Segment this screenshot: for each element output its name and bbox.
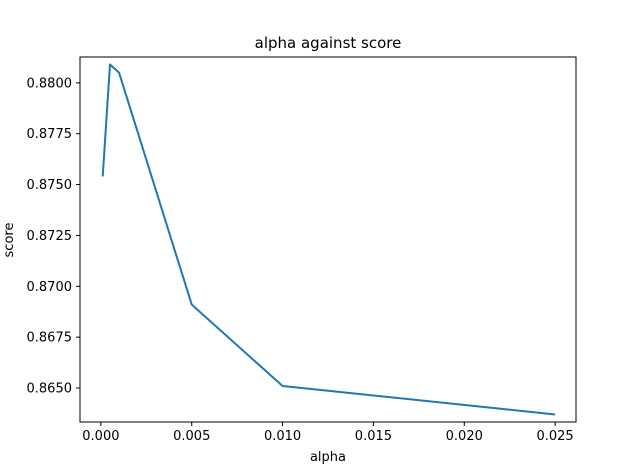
- y-tick-label: 0.8725: [27, 229, 73, 244]
- x-tick-label: 0.015: [355, 429, 392, 444]
- y-axis-ticks: 0.8650 0.8675 0.8700 0.8725 0.8750 0.8775 0.88…: [27, 76, 80, 397]
- y-tick-label: 0.8800: [27, 76, 73, 91]
- chart-title: alpha against score: [255, 34, 402, 52]
- plot-area: [101, 63, 556, 416]
- y-tick-label: 0.8675: [27, 331, 73, 346]
- series-line: [101, 63, 556, 416]
- y-tick-label: 0.8650: [27, 382, 73, 397]
- y-tick-label: 0.8700: [27, 280, 73, 295]
- x-tick-label: 0.025: [536, 429, 573, 444]
- x-axis-ticks: 0.000 0.005 0.010 0.015 0.020 0.025: [82, 422, 574, 444]
- x-tick-label: 0.005: [173, 429, 210, 444]
- y-tick-label: 0.8775: [27, 127, 73, 142]
- axes-frame: [79, 56, 577, 423]
- x-tick-label: 0.000: [82, 429, 119, 444]
- y-axis-label: score: [2, 223, 17, 258]
- x-axis-label: alpha: [310, 450, 346, 465]
- x-tick-label: 0.010: [264, 429, 301, 444]
- y-tick-label: 0.8750: [27, 178, 73, 193]
- x-tick-label: 0.020: [446, 429, 483, 444]
